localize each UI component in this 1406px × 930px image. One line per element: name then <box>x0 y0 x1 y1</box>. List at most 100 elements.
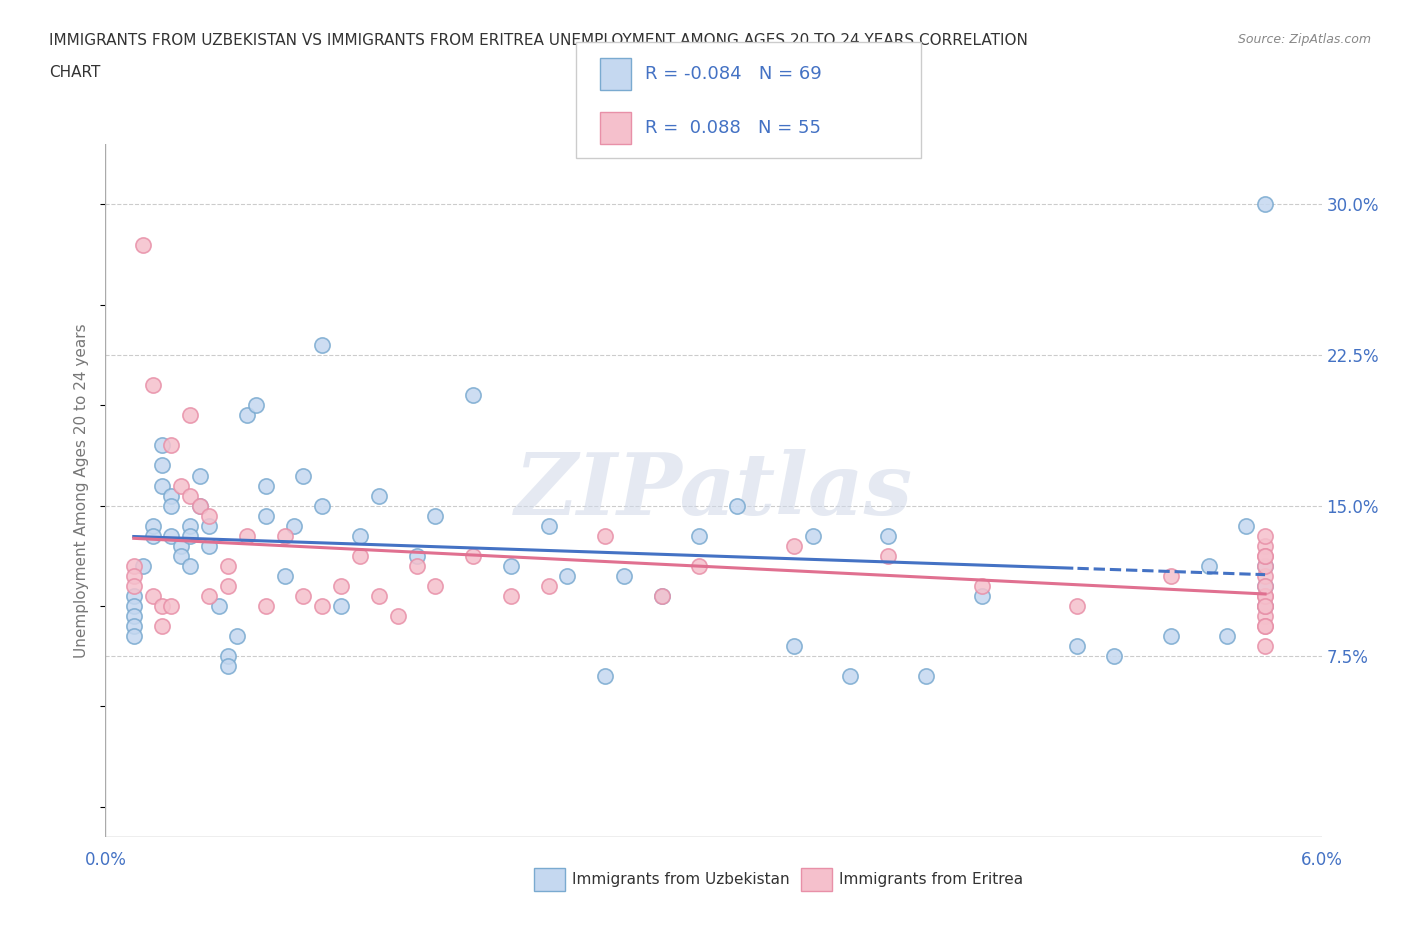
Point <box>311 599 333 614</box>
Point <box>160 488 183 503</box>
Point <box>217 558 239 573</box>
Point <box>688 528 710 543</box>
Text: R =  0.088   N = 55: R = 0.088 N = 55 <box>645 119 821 137</box>
Point <box>1254 608 1277 623</box>
Point <box>1066 639 1088 654</box>
Point <box>405 549 427 564</box>
Point <box>226 629 249 644</box>
Point <box>198 538 221 553</box>
Point <box>651 589 673 604</box>
Point <box>425 578 447 593</box>
Point <box>1254 549 1277 564</box>
Point <box>122 608 145 623</box>
Point <box>254 508 277 523</box>
Text: 6.0%: 6.0% <box>1301 851 1343 869</box>
Point <box>1160 568 1182 583</box>
Point <box>170 538 193 553</box>
Point <box>782 639 804 654</box>
Point <box>311 338 333 352</box>
Text: Immigrants from Uzbekistan: Immigrants from Uzbekistan <box>572 871 790 887</box>
Point <box>217 578 239 593</box>
Point <box>198 518 221 533</box>
Point <box>179 518 201 533</box>
Point <box>1254 589 1277 604</box>
Text: IMMIGRANTS FROM UZBEKISTAN VS IMMIGRANTS FROM ERITREA UNEMPLOYMENT AMONG AGES 20: IMMIGRANTS FROM UZBEKISTAN VS IMMIGRANTS… <box>49 33 1028 47</box>
Point <box>593 528 616 543</box>
Point <box>537 518 560 533</box>
Point <box>593 669 616 684</box>
Point <box>877 528 900 543</box>
Point <box>311 498 333 513</box>
Point <box>914 669 936 684</box>
Point <box>160 528 183 543</box>
Point <box>160 438 183 453</box>
Point <box>283 518 305 533</box>
Point <box>122 578 145 593</box>
Point <box>725 498 748 513</box>
Point <box>1254 599 1277 614</box>
Point <box>273 568 295 583</box>
Point <box>1254 618 1277 633</box>
Point <box>1102 649 1125 664</box>
Point <box>405 558 427 573</box>
Point <box>367 589 389 604</box>
Point <box>1254 558 1277 573</box>
Point <box>1254 639 1277 654</box>
Point <box>122 589 145 604</box>
Point <box>245 398 267 413</box>
Point <box>122 599 145 614</box>
Point <box>188 498 211 513</box>
Point <box>688 558 710 573</box>
Point <box>236 408 259 423</box>
Point <box>217 649 239 664</box>
Point <box>150 478 173 493</box>
Point <box>292 589 315 604</box>
Point <box>142 528 165 543</box>
Point <box>122 618 145 633</box>
Point <box>330 578 353 593</box>
Point <box>1254 599 1277 614</box>
Point <box>1254 528 1277 543</box>
Point <box>972 578 994 593</box>
Point <box>782 538 804 553</box>
Point <box>1254 578 1277 593</box>
Text: CHART: CHART <box>49 65 101 80</box>
Point <box>1254 568 1277 583</box>
Point <box>207 599 229 614</box>
Point <box>557 568 579 583</box>
Point <box>839 669 862 684</box>
Point <box>122 568 145 583</box>
Point <box>1234 518 1257 533</box>
Point <box>425 508 447 523</box>
Point <box>1198 558 1220 573</box>
Point <box>198 589 221 604</box>
Point <box>160 599 183 614</box>
Point <box>1254 578 1277 593</box>
Point <box>349 528 371 543</box>
Point <box>179 528 201 543</box>
Point <box>367 488 389 503</box>
Point <box>142 518 165 533</box>
Point <box>292 468 315 483</box>
Point <box>254 599 277 614</box>
Point <box>877 549 900 564</box>
Point <box>132 237 155 252</box>
Point <box>613 568 636 583</box>
Point <box>349 549 371 564</box>
Point <box>463 388 485 403</box>
Point <box>150 599 173 614</box>
Point <box>537 578 560 593</box>
Text: ZIPatlas: ZIPatlas <box>515 449 912 532</box>
Point <box>150 438 173 453</box>
Point <box>132 558 155 573</box>
Point <box>330 599 353 614</box>
Point <box>1254 558 1277 573</box>
Point <box>1254 197 1277 212</box>
Point <box>1254 589 1277 604</box>
Text: R = -0.084   N = 69: R = -0.084 N = 69 <box>645 65 823 83</box>
Point <box>1160 629 1182 644</box>
Point <box>499 589 522 604</box>
Y-axis label: Unemployment Among Ages 20 to 24 years: Unemployment Among Ages 20 to 24 years <box>75 324 90 658</box>
Point <box>160 498 183 513</box>
Point <box>1254 618 1277 633</box>
